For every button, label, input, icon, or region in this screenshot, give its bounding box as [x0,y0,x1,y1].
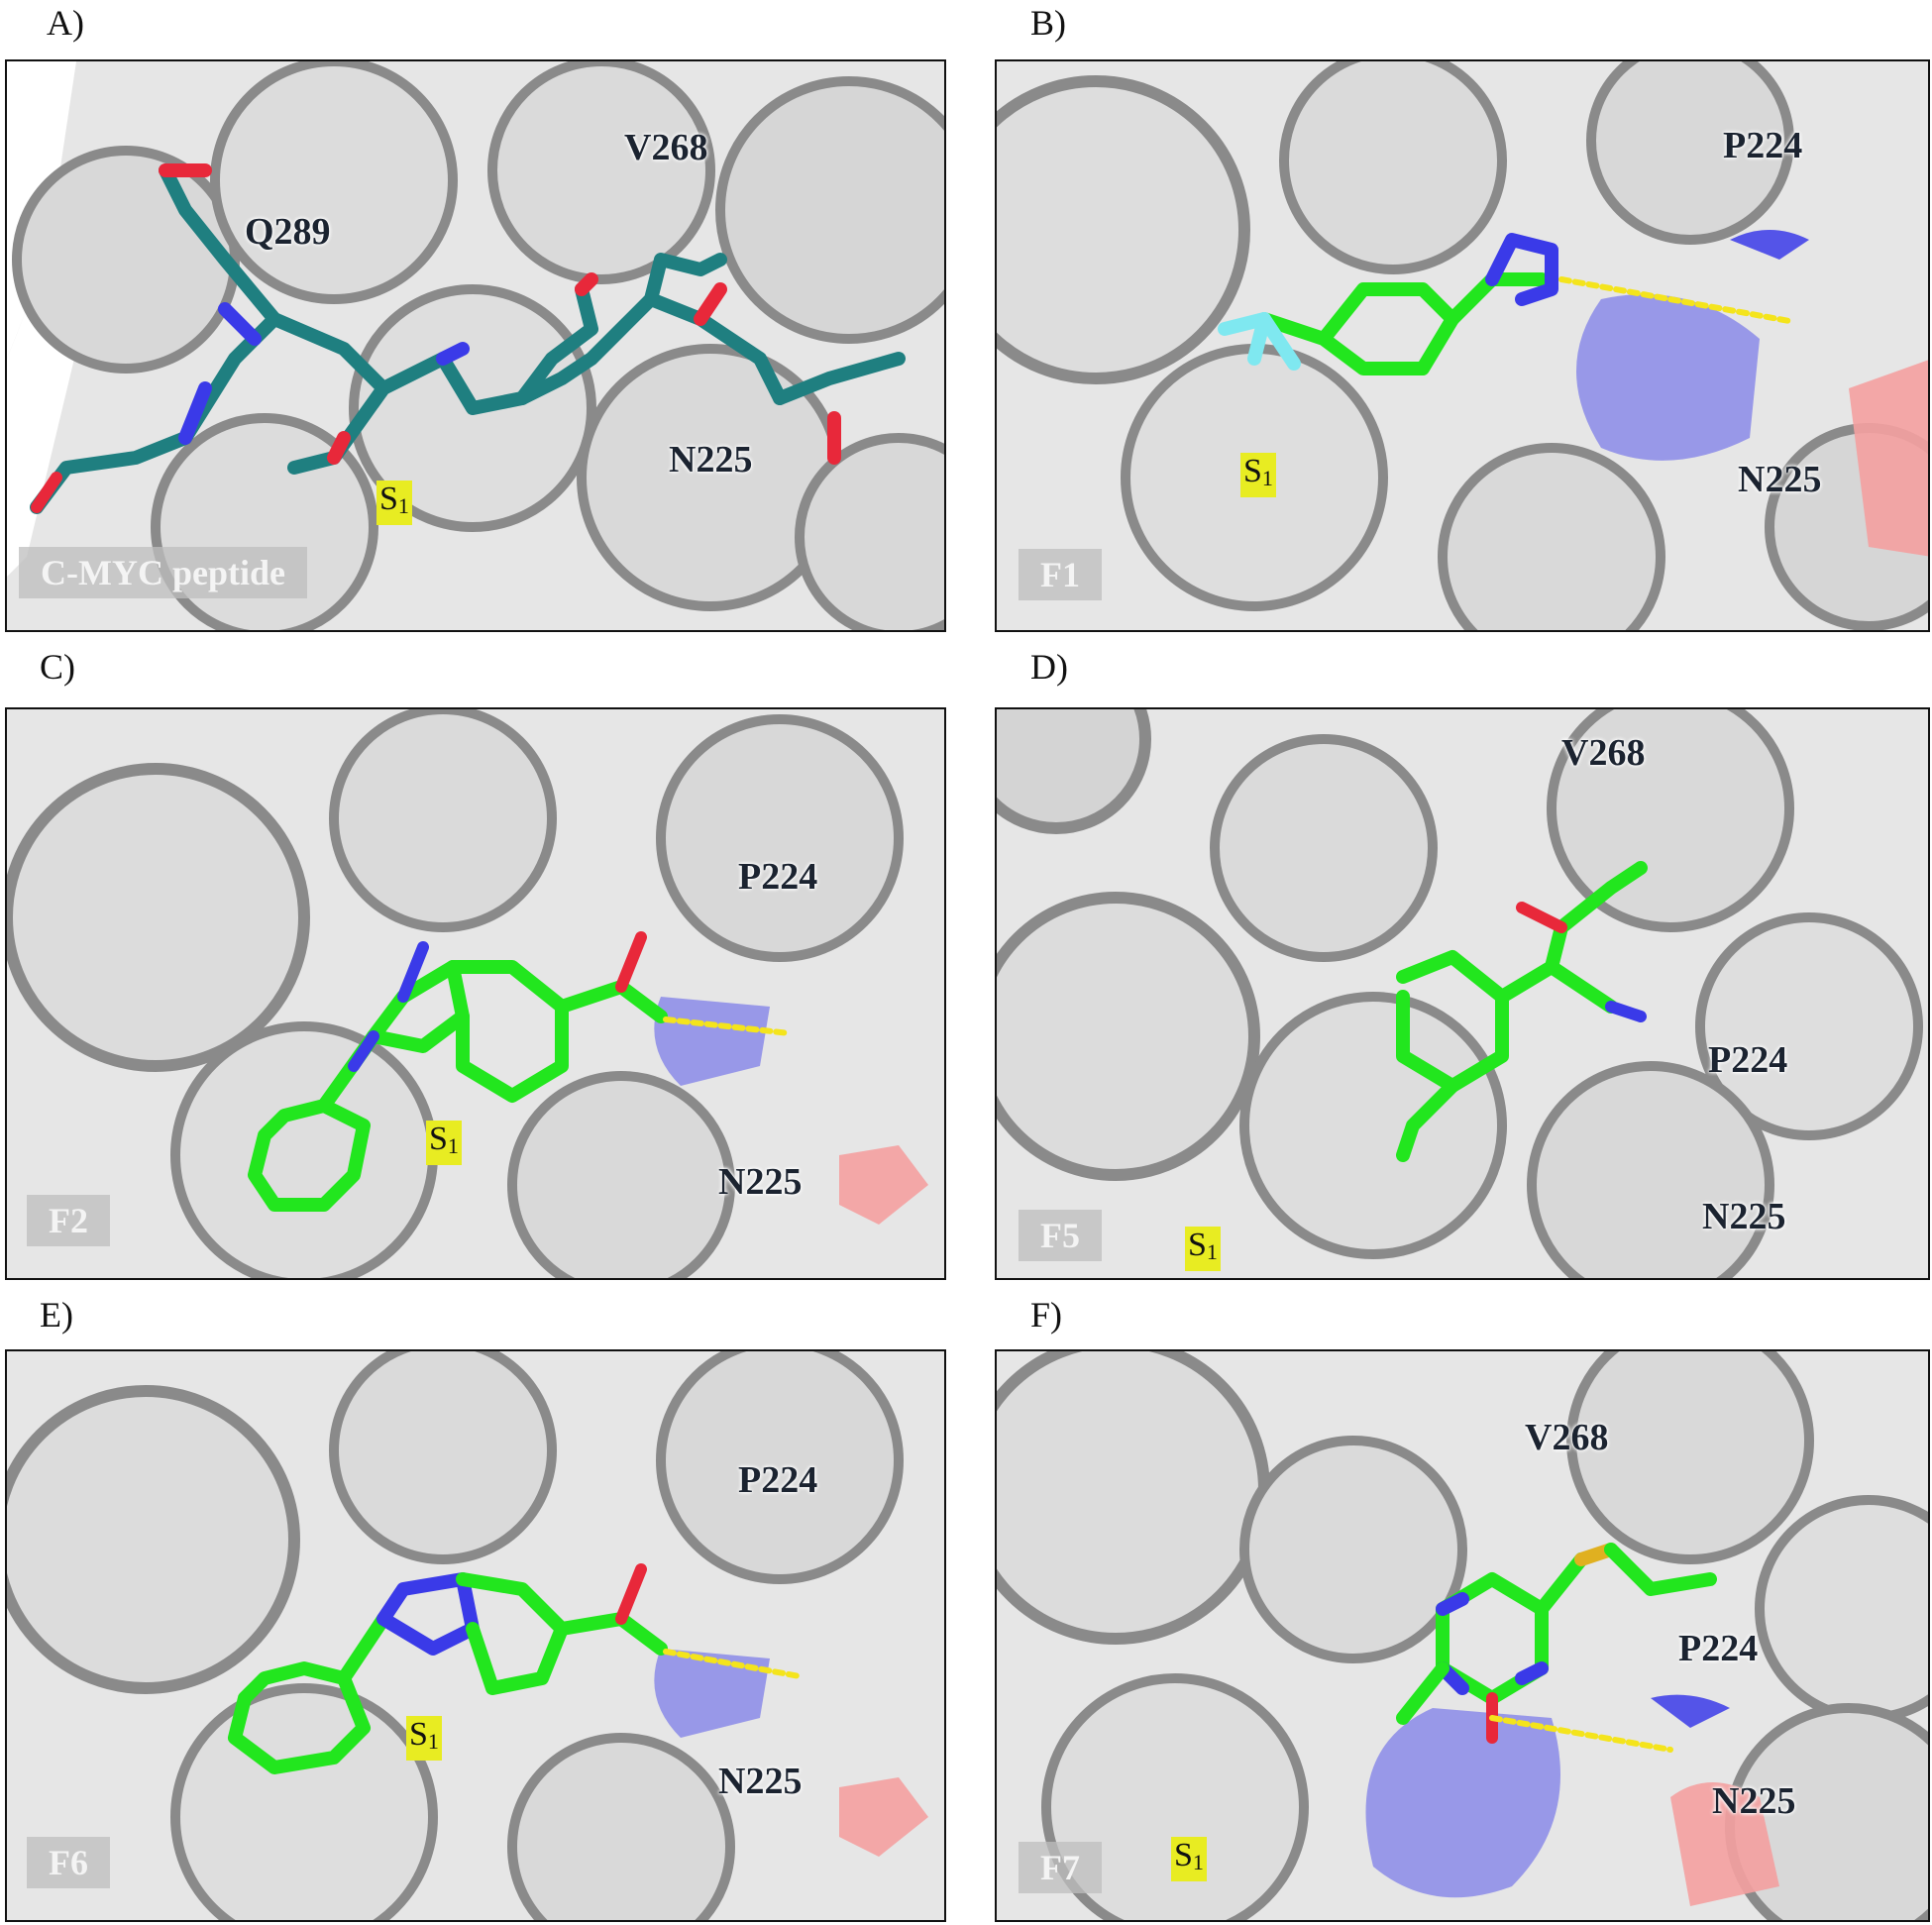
pocket-label-s1: S1 [376,481,412,525]
panel-f-surface [997,1351,1928,1920]
residue-label-n225: N225 [1712,1780,1796,1822]
residue-label-p224: P224 [1678,1628,1759,1669]
residue-label-p224: P224 [1723,125,1803,166]
residue-label-q289: Q289 [245,211,331,253]
residue-label-p224: P224 [1708,1039,1788,1081]
pocket-label-s1: S1 [406,1716,442,1761]
panel-a: Q289 V268 N225 S1 C-MYC peptide [5,59,946,632]
panel-name-badge: F6 [27,1837,110,1888]
residue-label-p224: P224 [738,1459,818,1501]
panel-c-letter: C) [40,647,75,687]
panel-d-surface [997,709,1928,1278]
panel-d-letter: D) [1030,647,1068,687]
panel-f: V268 P224 N225 S1 F7 [995,1349,1930,1922]
residue-label-v268: V268 [1561,732,1646,774]
panel-name-badge: F7 [1019,1842,1102,1893]
panel-b: P224 N225 S1 F1 [995,59,1930,632]
pocket-label-s1: S1 [1185,1227,1221,1271]
panel-c: P224 N225 S1 F2 [5,707,946,1280]
pocket-label-s1: S1 [1171,1837,1207,1881]
panel-e-letter: E) [40,1295,73,1335]
residue-label-n225: N225 [1738,459,1822,500]
panel-a-surface [7,61,944,630]
panel-name-badge: C-MYC peptide [19,547,307,598]
panel-a-letter: A) [47,3,84,43]
residue-label-v268: V268 [624,127,708,168]
panel-b-surface [997,61,1928,630]
pocket-label-s1: S1 [1240,453,1276,497]
pocket-label-s1: S1 [426,1121,462,1165]
panel-f-letter: F) [1030,1295,1063,1335]
residue-label-n225: N225 [1702,1196,1786,1237]
residue-label-p224: P224 [738,856,818,898]
residue-label-n225: N225 [718,1161,803,1203]
residue-label-v268: V268 [1525,1417,1609,1458]
residue-label-n225: N225 [669,439,753,481]
panel-c-surface [7,709,944,1278]
panel-name-badge: F5 [1019,1210,1102,1261]
panel-name-badge: F2 [27,1195,110,1246]
panel-name-badge: F1 [1019,549,1102,600]
panel-d: V268 P224 N225 S1 F5 [995,707,1930,1280]
panel-e-surface [7,1351,944,1920]
residue-label-n225: N225 [718,1761,803,1802]
panel-e: P224 N225 S1 F6 [5,1349,946,1922]
panel-b-letter: B) [1030,3,1066,43]
